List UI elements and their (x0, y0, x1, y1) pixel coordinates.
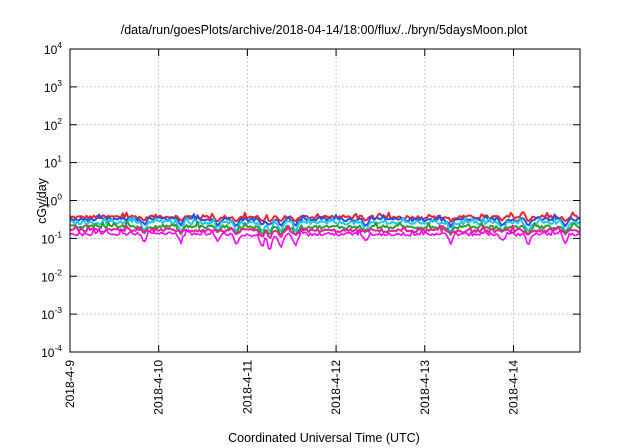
series-line (69, 220, 581, 236)
y-tick-label: 10-3 (41, 305, 62, 322)
x-tick-label: 2018-4-13 (418, 360, 432, 415)
x-axis-label: Coordinated Universal Time (UTC) (228, 431, 420, 445)
series-line (69, 228, 581, 250)
series-line (70, 216, 581, 235)
series-line (69, 224, 581, 239)
x-tick-label: 2018-4-10 (152, 360, 166, 415)
y-tick-label: 102 (44, 116, 62, 133)
y-axis: 10-4 10-3 10-2 10-1 100 101 102 103 104 (41, 40, 580, 360)
plot-frame (69, 48, 581, 353)
y-axis-label: cGy/day (35, 177, 49, 224)
y-tick-label: 10-1 (41, 229, 62, 246)
y-tick-label: 104 (44, 40, 62, 57)
grid (70, 49, 580, 352)
y-tick-label: 10-4 (41, 343, 62, 360)
y-tick-label: 100 (44, 192, 62, 209)
y-tick-label: 10-2 (41, 267, 62, 284)
chart-title: /data/run/goesPlots/archive/2018-04-14/1… (121, 23, 528, 37)
x-tick-label: 2018-4-12 (329, 360, 343, 415)
x-tick-label: 2018-4-9 (63, 360, 77, 408)
series-line (70, 211, 581, 223)
x-tick-label: 2018-4-11 (240, 360, 254, 414)
y-tick-label: 103 (44, 78, 62, 95)
x-axis: 2018-4-9 2018-4-10 2018-4-11 2018-4-12 2018-… (63, 49, 520, 415)
x-tick-label: 2018-4-14 (506, 360, 520, 415)
y-tick-label: 101 (44, 154, 62, 171)
series-group (69, 211, 581, 250)
